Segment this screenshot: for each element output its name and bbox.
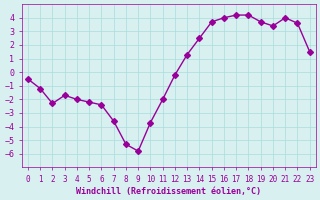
X-axis label: Windchill (Refroidissement éolien,°C): Windchill (Refroidissement éolien,°C) (76, 187, 261, 196)
